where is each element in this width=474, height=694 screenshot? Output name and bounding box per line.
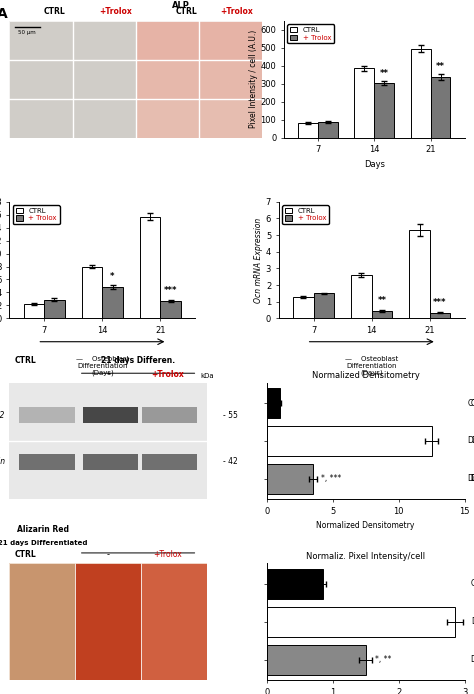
- Bar: [351, 275, 372, 319]
- Bar: [44, 300, 64, 319]
- Text: CTRL: CTRL: [467, 398, 474, 407]
- Bar: [19, 454, 75, 470]
- Text: 21 days Differen.: 21 days Differen.: [101, 356, 175, 365]
- Bar: [267, 425, 431, 456]
- Text: +Trolox: +Trolox: [151, 370, 184, 379]
- Text: +Trolox: +Trolox: [220, 7, 254, 16]
- Legend: CTRL, + Trolox: CTRL, + Trolox: [282, 205, 329, 224]
- Text: 21 days Differentiated: 21 days Differentiated: [0, 540, 88, 546]
- Bar: [372, 311, 392, 319]
- Text: Diff: Diff: [467, 474, 474, 483]
- Text: ***: ***: [433, 298, 447, 307]
- Text: ALP: ALP: [173, 1, 191, 10]
- Bar: [355, 69, 374, 137]
- Bar: [82, 454, 138, 470]
- Bar: [318, 121, 337, 137]
- Bar: [9, 99, 136, 137]
- Text: Diff: Diff: [467, 437, 474, 446]
- Text: Diff: Diff: [471, 437, 474, 446]
- Bar: [293, 297, 314, 319]
- Text: - 55: - 55: [223, 411, 238, 420]
- Bar: [102, 287, 123, 319]
- Text: CTRL: CTRL: [471, 579, 474, 589]
- Bar: [82, 407, 138, 423]
- Text: β-Actin: β-Actin: [0, 457, 6, 466]
- Bar: [136, 21, 262, 60]
- Bar: [431, 77, 450, 137]
- Bar: [9, 60, 136, 99]
- Bar: [267, 388, 280, 418]
- Bar: [411, 49, 431, 137]
- Text: CTRL: CTRL: [471, 398, 474, 407]
- Bar: [24, 304, 44, 319]
- Text: A: A: [0, 7, 8, 21]
- Bar: [374, 83, 394, 137]
- Text: Diff + Trolox: Diff + Trolox: [471, 474, 474, 483]
- Text: —    Osteoblast
Differentiation
(Days): — Osteoblast Differentiation (Days): [76, 356, 129, 376]
- X-axis label: Normalized Densitometry: Normalized Densitometry: [317, 521, 415, 530]
- Bar: [314, 294, 334, 319]
- Legend: CTRL, + Trolox: CTRL, + Trolox: [13, 205, 60, 224]
- Bar: [9, 21, 136, 60]
- Text: +Trolox: +Trolox: [154, 550, 182, 559]
- Text: Runx2: Runx2: [0, 411, 6, 420]
- Text: -: -: [107, 550, 110, 559]
- Text: ***: ***: [164, 286, 177, 295]
- Bar: [19, 407, 75, 423]
- Text: **: **: [377, 296, 386, 305]
- Bar: [142, 407, 198, 423]
- Text: CTRL: CTRL: [14, 356, 36, 365]
- Text: *, ***: *, ***: [321, 474, 341, 483]
- Bar: [136, 99, 262, 137]
- Text: 50 µm: 50 µm: [18, 30, 36, 35]
- Text: **: **: [436, 62, 445, 71]
- Text: CTRL: CTRL: [175, 7, 197, 16]
- Bar: [9, 564, 75, 680]
- Bar: [75, 564, 141, 680]
- Text: *: *: [110, 271, 115, 280]
- Bar: [267, 645, 365, 675]
- Text: - 42: - 42: [223, 457, 238, 466]
- Bar: [136, 60, 262, 99]
- Bar: [160, 301, 181, 319]
- Text: -: -: [107, 370, 110, 379]
- Text: Diff: Diff: [471, 617, 474, 626]
- Bar: [298, 123, 318, 137]
- Text: Diff +: Diff +: [471, 655, 474, 664]
- Y-axis label: Pixel Intensity / cell (A.U.): Pixel Intensity / cell (A.U.): [249, 30, 258, 128]
- Bar: [82, 266, 102, 319]
- Legend: CTRL, + Trolox: CTRL, + Trolox: [287, 24, 334, 44]
- Bar: [142, 454, 198, 470]
- Text: Alizarin Red: Alizarin Red: [17, 525, 69, 534]
- Bar: [410, 230, 430, 319]
- Text: CTRL: CTRL: [14, 550, 36, 559]
- Text: CTRL: CTRL: [44, 7, 66, 16]
- Bar: [140, 217, 160, 319]
- Title: Normalized Densitometry: Normalized Densitometry: [312, 371, 419, 380]
- Text: +Trolox: +Trolox: [99, 7, 132, 16]
- Title: Normaliz. Pixel Intensity/cell: Normaliz. Pixel Intensity/cell: [306, 552, 425, 561]
- X-axis label: Days: Days: [364, 160, 385, 169]
- Text: —    Osteoblast
Differentiation
(Days): — Osteoblast Differentiation (Days): [345, 356, 398, 376]
- Bar: [267, 607, 455, 637]
- Text: *, **: *, **: [375, 655, 392, 664]
- Y-axis label: Ocn mRNA Expression: Ocn mRNA Expression: [254, 217, 263, 303]
- Bar: [267, 569, 323, 599]
- Text: **: **: [380, 69, 389, 78]
- Bar: [141, 564, 207, 680]
- Bar: [430, 312, 450, 319]
- Bar: [267, 464, 313, 494]
- Text: kDa: kDa: [201, 373, 214, 379]
- Text: Diff +: Diff +: [471, 474, 474, 483]
